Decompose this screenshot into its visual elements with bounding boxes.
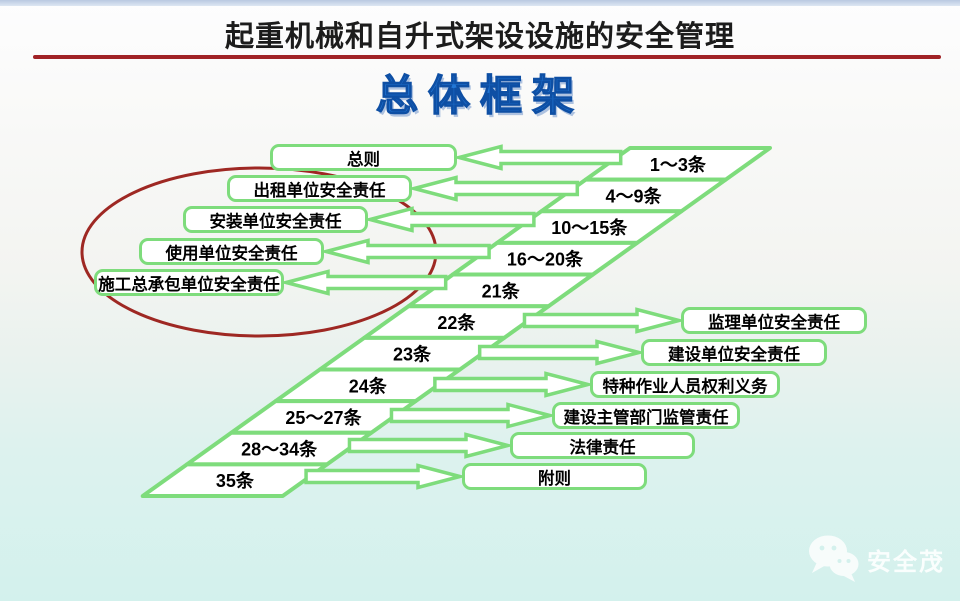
- stair-row-shape: [140, 462, 329, 499]
- arrow-right: [389, 402, 557, 429]
- arrow-right: [477, 339, 646, 366]
- section-title: 总体框架: [375, 71, 584, 119]
- arrow-right: [304, 463, 467, 490]
- stair-row-label: 25～27条: [285, 407, 362, 428]
- stair-row-label: 4～9条: [606, 185, 663, 206]
- arrow-left: [279, 269, 448, 296]
- stair-row-label: 24条: [349, 375, 388, 396]
- wechat-icon: [809, 535, 859, 582]
- arrow-left: [407, 175, 580, 202]
- arrow-left: [363, 206, 536, 233]
- stair-row-label: 28～34条: [241, 439, 318, 460]
- arrow-right: [522, 307, 686, 334]
- arrow-right: [347, 432, 515, 459]
- stair-row-label: 1～3条: [650, 154, 707, 175]
- stair-row-label: 35条: [216, 470, 255, 491]
- stair-row-label: 16～20条: [507, 249, 584, 270]
- arrow-right: [433, 371, 595, 398]
- arrow-left: [452, 144, 623, 171]
- watermark-brand: 安全茂: [867, 548, 945, 576]
- watermark: 安全茂: [804, 534, 945, 584]
- stair-row-label: 23条: [393, 344, 432, 365]
- arrow-left: [319, 238, 491, 265]
- stair-row-label: 10～15条: [551, 217, 628, 238]
- header-title: 起重机械和自升式架设设施的安全管理: [224, 21, 735, 53]
- top-band: [0, 0, 960, 6]
- stair-row-label: 22条: [437, 312, 476, 333]
- stair-row-label: 21条: [482, 280, 521, 301]
- header-divider: [33, 55, 941, 59]
